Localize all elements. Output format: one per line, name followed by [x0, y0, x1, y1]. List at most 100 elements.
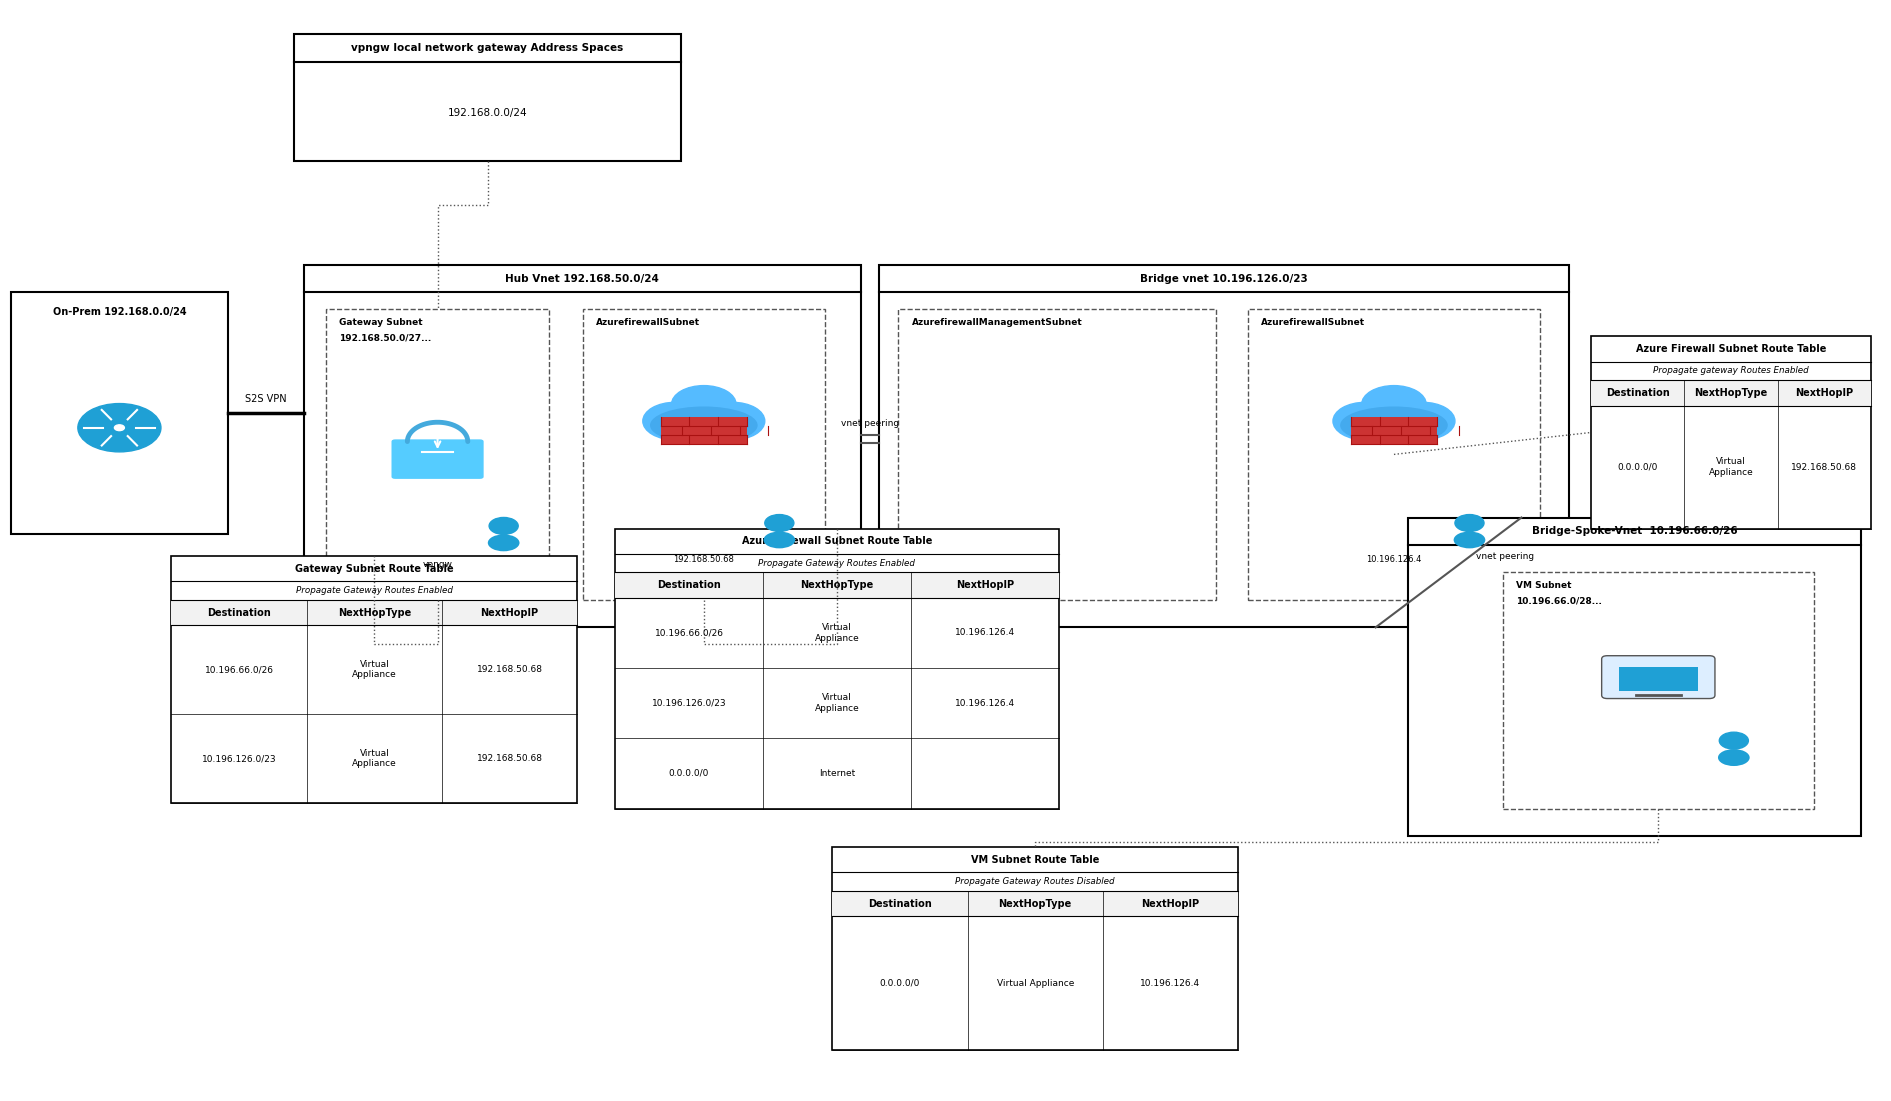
Text: Propagate gateway Routes Enabled: Propagate gateway Routes Enabled — [1653, 367, 1810, 375]
Text: Propagate Gateway Routes Disabled: Propagate Gateway Routes Disabled — [955, 877, 1116, 886]
Bar — [11, 293, 229, 534]
Text: 192.168.50.68: 192.168.50.68 — [673, 555, 734, 564]
Circle shape — [115, 425, 125, 430]
Text: Propagate Gateway Routes Enabled: Propagate Gateway Routes Enabled — [295, 586, 452, 595]
Circle shape — [1454, 514, 1484, 532]
Text: 192.168.50.0/27...: 192.168.50.0/27... — [338, 333, 431, 342]
Bar — [660, 417, 747, 444]
Bar — [172, 600, 577, 625]
Text: Gateway Subnet: Gateway Subnet — [338, 318, 424, 327]
Text: 10.196.66.0/26: 10.196.66.0/26 — [204, 665, 274, 674]
Text: 0.0.0.0/0: 0.0.0.0/0 — [1617, 462, 1658, 471]
Text: Hub Vnet 192.168.50.0/24: Hub Vnet 192.168.50.0/24 — [505, 274, 658, 284]
Bar — [1409, 517, 1861, 836]
Text: AzurefirewallManagementSubnet: AzurefirewallManagementSubnet — [911, 318, 1082, 327]
Bar — [879, 265, 1570, 628]
Bar — [1248, 309, 1541, 600]
Text: Virtual
Appliance: Virtual Appliance — [815, 694, 859, 712]
Text: 10.196.126.4: 10.196.126.4 — [1140, 979, 1201, 988]
FancyBboxPatch shape — [391, 439, 484, 479]
Text: 192.168.50.68: 192.168.50.68 — [477, 754, 543, 763]
Text: NextHopIP: NextHopIP — [1142, 898, 1199, 908]
Text: Bridge-Spoke-Vnet  10.196.66.0/26: Bridge-Spoke-Vnet 10.196.66.0/26 — [1532, 526, 1738, 536]
Circle shape — [1719, 732, 1749, 749]
Circle shape — [1333, 402, 1397, 440]
Text: 10.196.126.0/23: 10.196.126.0/23 — [202, 754, 276, 763]
Text: VM Subnet Route Table: VM Subnet Route Table — [970, 854, 1099, 864]
Bar — [1350, 417, 1437, 444]
Bar — [1619, 666, 1698, 691]
Text: 10.196.66.0/26: 10.196.66.0/26 — [654, 629, 724, 637]
Bar — [1503, 573, 1813, 808]
Text: Bridge vnet 10.196.126.0/23: Bridge vnet 10.196.126.0/23 — [1140, 274, 1309, 284]
Bar — [295, 34, 681, 161]
Text: Gateway Subnet Route Table: Gateway Subnet Route Table — [295, 564, 454, 574]
Bar — [898, 309, 1216, 600]
Text: AzurefirewallSubnet: AzurefirewallSubnet — [596, 318, 700, 327]
Text: Destination: Destination — [208, 608, 270, 618]
Text: On-Prem 192.168.0.0/24: On-Prem 192.168.0.0/24 — [53, 307, 185, 317]
Text: NextHopIP: NextHopIP — [480, 608, 539, 618]
Circle shape — [643, 402, 707, 440]
Bar — [615, 528, 1059, 808]
Bar — [172, 556, 577, 803]
Text: NextHopIP: NextHopIP — [955, 580, 1014, 590]
Text: Virtual
Appliance: Virtual Appliance — [1709, 457, 1753, 477]
Text: Virtual
Appliance: Virtual Appliance — [352, 749, 397, 768]
Text: VM Subnet: VM Subnet — [1517, 581, 1571, 590]
Text: NextHopType: NextHopType — [998, 898, 1072, 908]
Text: Virtual
Appliance: Virtual Appliance — [815, 623, 859, 643]
Circle shape — [1390, 402, 1454, 440]
Bar — [615, 573, 1059, 598]
Text: Propagate Gateway Routes Enabled: Propagate Gateway Routes Enabled — [758, 558, 915, 568]
Ellipse shape — [1341, 406, 1449, 444]
Text: 192.168.0.0/24: 192.168.0.0/24 — [448, 108, 528, 118]
Text: Destination: Destination — [658, 580, 720, 590]
Text: 10.196.126.4: 10.196.126.4 — [955, 699, 1015, 708]
Circle shape — [1362, 385, 1426, 423]
Text: 192.168.50.68: 192.168.50.68 — [1791, 462, 1857, 471]
Bar — [325, 309, 548, 600]
Bar — [1590, 336, 1870, 528]
Text: 0.0.0.0/0: 0.0.0.0/0 — [669, 768, 709, 778]
Text: NextHopType: NextHopType — [800, 580, 874, 590]
Text: vnet peering: vnet peering — [1477, 553, 1534, 562]
Bar — [582, 309, 824, 600]
Text: Internet: Internet — [819, 768, 855, 778]
Text: 10.196.66.0/28...: 10.196.66.0/28... — [1517, 597, 1602, 606]
Ellipse shape — [764, 532, 796, 548]
Ellipse shape — [1717, 749, 1749, 766]
Text: 10.196.126.0/23: 10.196.126.0/23 — [652, 699, 726, 708]
Text: NextHopType: NextHopType — [1694, 388, 1768, 397]
Text: 192.168.50.68: 192.168.50.68 — [477, 665, 543, 674]
Text: AzurefirewallSubnet: AzurefirewallSubnet — [1261, 318, 1365, 327]
Circle shape — [671, 385, 736, 423]
Text: 0.0.0.0/0: 0.0.0.0/0 — [879, 979, 921, 988]
Text: Destination: Destination — [1605, 388, 1670, 397]
Bar — [1590, 380, 1870, 405]
Ellipse shape — [651, 406, 758, 444]
Text: 10.196.126.4: 10.196.126.4 — [1367, 555, 1422, 564]
Bar — [832, 847, 1239, 1050]
Text: Virtual Appliance: Virtual Appliance — [997, 979, 1074, 988]
Text: Azure Firewall Subnet Route Table: Azure Firewall Subnet Route Table — [741, 536, 932, 546]
Circle shape — [78, 404, 161, 451]
FancyBboxPatch shape — [1602, 656, 1715, 698]
Bar — [303, 265, 860, 628]
Ellipse shape — [1454, 532, 1484, 548]
Circle shape — [764, 514, 794, 532]
Ellipse shape — [488, 534, 520, 552]
Circle shape — [700, 402, 764, 440]
Text: NextHopType: NextHopType — [338, 608, 410, 618]
Bar — [832, 891, 1239, 916]
Text: vpngw: vpngw — [422, 560, 452, 569]
Circle shape — [490, 517, 518, 534]
Text: S2S VPN: S2S VPN — [246, 394, 287, 404]
Text: vpngw local network gateway Address Spaces: vpngw local network gateway Address Spac… — [352, 43, 624, 53]
Text: vnet peering: vnet peering — [841, 419, 898, 428]
Text: Virtual
Appliance: Virtual Appliance — [352, 659, 397, 679]
Text: Destination: Destination — [868, 898, 932, 908]
Text: NextHopIP: NextHopIP — [1795, 388, 1853, 397]
Text: Azure Firewall Subnet Route Table: Azure Firewall Subnet Route Table — [1636, 344, 1827, 355]
Text: 10.196.126.4: 10.196.126.4 — [955, 629, 1015, 637]
